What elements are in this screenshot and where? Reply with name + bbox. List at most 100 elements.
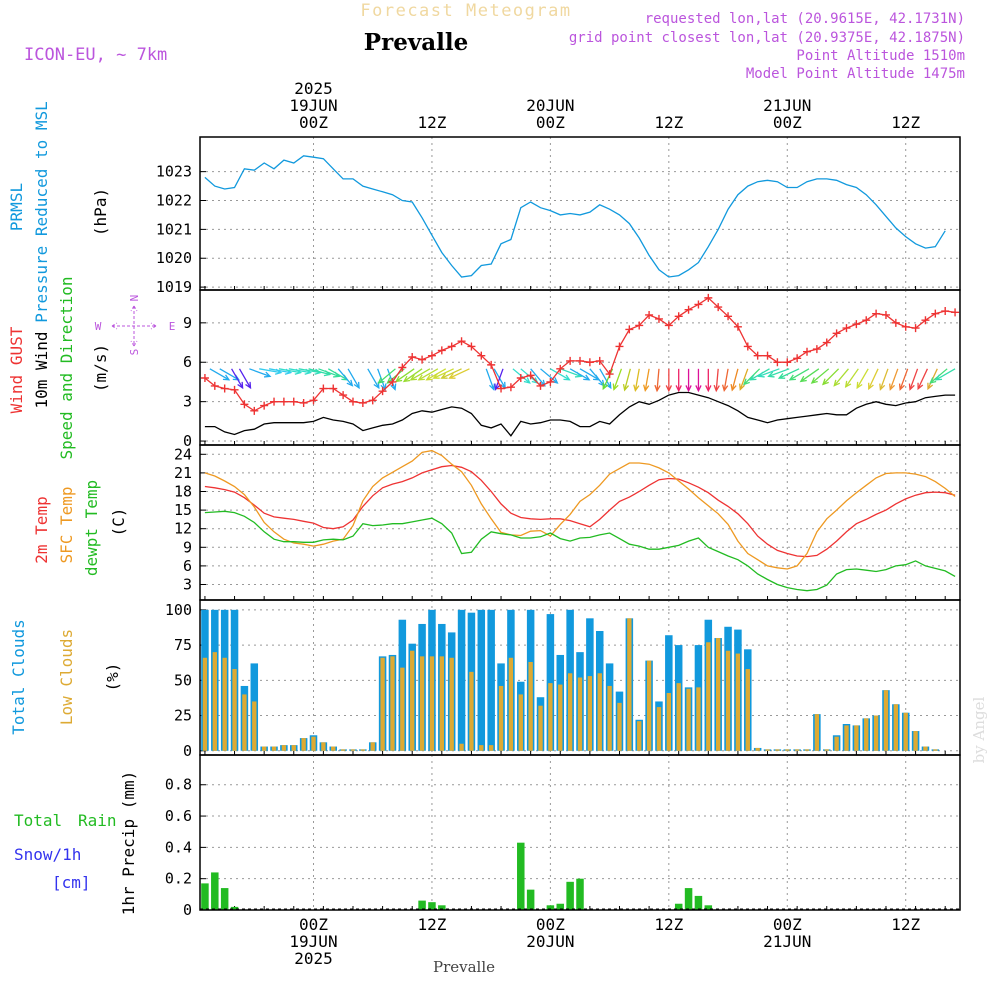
wind-arrow (249, 368, 272, 378)
gust-marker (645, 310, 654, 319)
gust-marker (911, 324, 920, 333)
gust-marker (951, 308, 960, 317)
gust-marker (664, 321, 673, 330)
bottom-time-label: 12Z (654, 915, 683, 934)
wind-arrow-head (494, 383, 501, 391)
label-precip-mm: 1hr Precip (mm) (119, 771, 138, 916)
y-tick-label: 18 (174, 483, 192, 501)
wind-arrow-head (685, 385, 692, 393)
low-cloud-bar (637, 721, 642, 751)
wind-arrow (908, 368, 919, 391)
top-time-label: 12Z (417, 113, 446, 132)
wind-arrow-shaft (377, 368, 386, 390)
bottom-time-label: 21JUN (763, 932, 811, 951)
wind-arrow (402, 368, 423, 383)
wind-arrow-shaft (917, 368, 929, 390)
wind-arrow-head (489, 383, 496, 391)
rain-bar (517, 842, 525, 910)
wind-arrow (432, 368, 454, 379)
wind-arrow-head (889, 383, 896, 391)
wind-arrow-shaft (378, 368, 396, 384)
wind-arrow-shaft (833, 368, 849, 387)
low-cloud-bar (794, 749, 800, 751)
wind-arrow-shaft (723, 368, 729, 391)
wind-arrow (889, 368, 899, 391)
low-cloud-bar (261, 746, 267, 751)
low-cloud-bar (933, 749, 938, 751)
wind-arrow-shaft (410, 368, 431, 381)
gust-marker (773, 358, 782, 367)
gust-marker (378, 387, 387, 396)
bottom-time-label: 00Z (773, 915, 802, 934)
gust-marker (408, 352, 417, 361)
low-cloud-bar (923, 746, 928, 751)
gust-marker (872, 309, 881, 318)
low-cloud-bar (528, 662, 533, 751)
gust-marker (240, 400, 249, 409)
low-cloud-bar (518, 694, 523, 751)
wind-arrow-shaft (909, 368, 919, 390)
gust-marker (862, 316, 871, 325)
low-cloud-bar (844, 725, 849, 751)
wind-arrow-head (749, 374, 757, 381)
gust-marker (368, 396, 377, 405)
top-time-label: 21JUN (763, 96, 811, 115)
bottom-time-label: 12Z (417, 915, 446, 934)
y-tick-label: 0 (183, 742, 192, 760)
low-cloud-bar (558, 684, 563, 751)
wind-arrow-shaft (743, 368, 761, 385)
wind-arrow-head (440, 373, 448, 379)
wind-arrow (833, 368, 849, 387)
wind-arrow-shaft (879, 368, 889, 390)
wind-arrow-shaft (822, 368, 840, 385)
gust-marker (694, 300, 703, 309)
gust-marker (585, 358, 594, 367)
gust-marker (803, 347, 812, 356)
gust-marker (674, 312, 683, 321)
wind-arrow-head (432, 373, 440, 379)
low-cloud-bar (735, 653, 741, 751)
low-cloud-bar (429, 656, 435, 751)
gust-marker (724, 312, 733, 321)
wind-arrow-shaft (602, 368, 614, 390)
rain-bar (566, 881, 574, 910)
wind-arrow-head (602, 382, 609, 391)
wind-arrow-head (373, 381, 380, 390)
label-cm: [cm] (52, 873, 91, 892)
total-cloud-bar (457, 609, 466, 751)
label-celsius: (C) (109, 508, 128, 537)
label-wind-gust: Wind GUST (7, 326, 26, 413)
gust-marker (200, 374, 209, 383)
gust-marker (289, 397, 298, 406)
wind-arrow (757, 368, 780, 378)
gust-marker (832, 329, 841, 338)
y-tick-label: 1021 (156, 220, 192, 238)
wind-arrow-head (739, 383, 746, 391)
low-cloud-bar (252, 701, 257, 751)
wind-arrow-head (523, 377, 531, 384)
gust-marker (329, 384, 338, 393)
info-line-1: requested lon,lat (20.9615E, 42.1731N) (645, 11, 965, 27)
rain-bar (546, 905, 555, 910)
wind-arrow-head (665, 385, 673, 393)
low-cloud-bar (567, 673, 573, 751)
gust-marker (763, 351, 772, 360)
wind-arrow-head (713, 384, 720, 393)
wind-arrow-shaft (739, 368, 749, 390)
low-cloud-bar (873, 715, 879, 751)
wind-arrow-shaft (589, 368, 605, 387)
low-cloud-bar (716, 638, 721, 751)
wind-arrow-shaft (347, 368, 360, 389)
low-cloud-bar (913, 731, 918, 751)
y-tick-label: 9 (183, 314, 192, 332)
label-percent: (%) (103, 663, 122, 692)
panel-pressure: 1019 1020 1021 1022 1023 (156, 136, 961, 296)
y-tick-label: 1019 (156, 278, 192, 296)
wind-arrow (485, 368, 496, 391)
low-cloud-bar (676, 683, 681, 751)
low-cloud-bar (587, 676, 593, 751)
y-tick-label: 15 (174, 501, 192, 519)
low-cloud-bar (390, 656, 395, 751)
wind-arrow (654, 368, 661, 393)
